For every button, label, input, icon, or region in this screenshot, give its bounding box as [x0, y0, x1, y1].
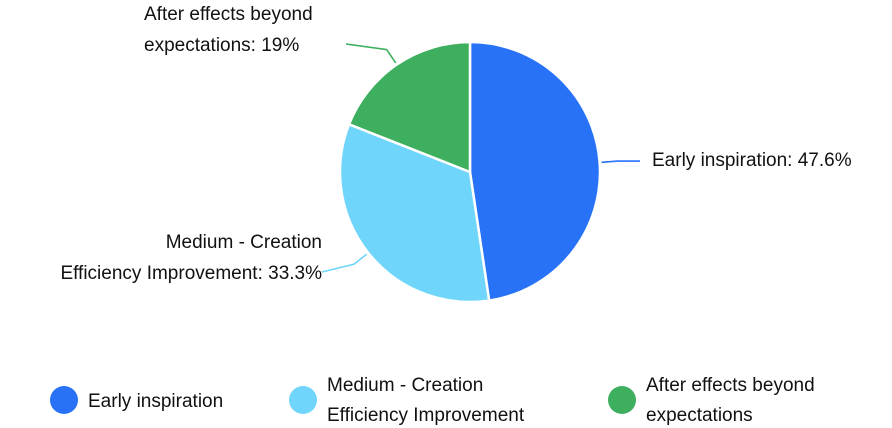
legend-marker-3: [608, 386, 636, 414]
pie-slices: [338, 40, 602, 304]
slice-label-3-line-1: After effects beyond: [144, 4, 313, 25]
pie-slice-3: [347, 40, 472, 174]
slice-label-2-line-1: Medium - Creation: [166, 232, 322, 253]
leader-line-2: [321, 253, 368, 273]
legend-label-3-line-1: After effects beyond: [646, 375, 815, 396]
legend-label-1-line-1: Early inspiration: [88, 391, 223, 412]
legend-marker-1: [50, 386, 78, 414]
leader-line-1: [601, 160, 641, 164]
slice-label-3-line-2: expectations: 19%: [144, 35, 299, 56]
slice-label-1-line-1: Early inspiration: 47.6%: [652, 150, 852, 171]
leader-line-3: [345, 43, 397, 64]
pie-slice-2: [338, 123, 491, 304]
pie-slice-1: [468, 40, 602, 302]
legend-label-2-line-2: Efficiency Improvement: [327, 405, 525, 426]
slice-label-2-line-2: Efficiency Improvement: 33.3%: [60, 263, 322, 284]
legend-label-3-line-2: expectations: [646, 405, 753, 426]
slice-labels: Early inspiration: 47.6% Medium - Creatio…: [60, 4, 851, 284]
legend-marker-2: [289, 386, 317, 414]
legend-label-2-line-1: Medium - Creation: [327, 375, 483, 396]
legend: Early inspiration Medium - Creation Effici…: [50, 375, 815, 426]
